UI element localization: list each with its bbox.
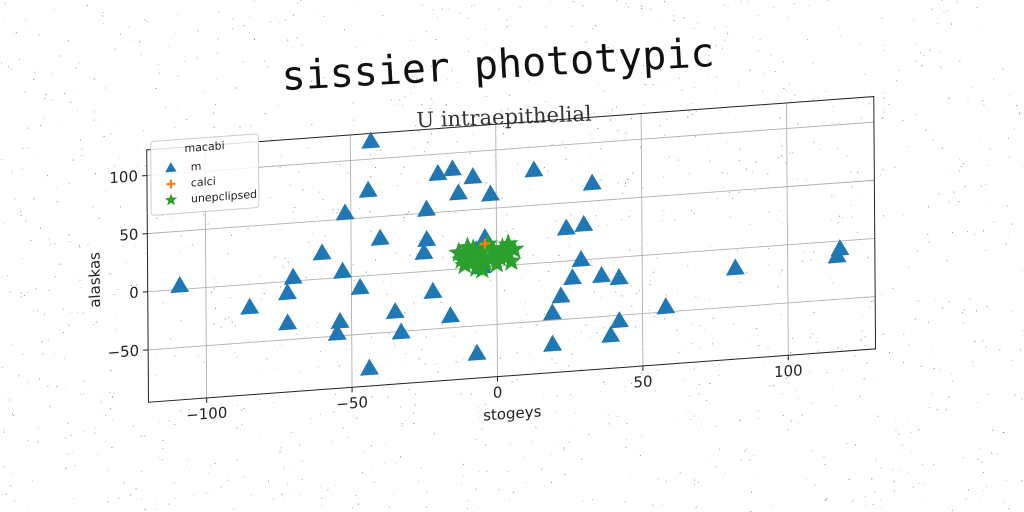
data-point-m	[582, 173, 602, 191]
data-point-m	[358, 180, 378, 198]
data-point-m	[542, 303, 562, 321]
y-grid-line	[148, 296, 876, 351]
data-point-unepclipsed	[454, 254, 476, 275]
series-calci	[479, 238, 490, 249]
data-point-m	[240, 297, 260, 315]
data-point-m	[556, 218, 576, 236]
data-point-m	[441, 306, 461, 324]
data-point-calci	[479, 238, 490, 249]
data-point-m	[327, 323, 347, 341]
data-point-m	[571, 249, 591, 268]
data-point-m	[524, 160, 544, 178]
data-point-m	[601, 325, 621, 343]
data-point-m	[551, 286, 571, 304]
data-point-unepclipsed	[457, 236, 478, 257]
data-point-m	[330, 311, 350, 330]
x-tick-labels: −100 −50 0 50 100	[186, 361, 803, 424]
data-point-m	[656, 297, 676, 315]
data-point-m	[283, 267, 303, 285]
data-point-m	[480, 184, 500, 202]
x-tick-label: −50	[336, 393, 368, 413]
data-point-m	[417, 199, 436, 217]
x-grid-line	[349, 134, 353, 388]
data-point-m	[563, 268, 582, 286]
x-tick-label: 0	[493, 383, 503, 402]
y-grid-line	[147, 179, 875, 235]
data-point-m	[350, 277, 370, 295]
data-point-m	[312, 243, 332, 261]
x-axis-label: stogeys	[483, 402, 541, 424]
series-unepclipsed	[448, 233, 525, 279]
data-point-m	[335, 203, 355, 221]
data-point-m	[428, 163, 448, 182]
data-point-m	[417, 229, 437, 248]
legend-marker-unepclipsed	[164, 193, 178, 206]
y-axis-label: alaskas	[86, 251, 104, 308]
data-point-m	[414, 242, 434, 261]
data-point-m	[725, 258, 745, 276]
data-point-unepclipsed	[471, 258, 493, 279]
x-tick-label: −100	[186, 403, 227, 424]
data-point-m	[543, 334, 563, 352]
x-grid-line	[640, 113, 644, 366]
data-point-m	[448, 183, 468, 201]
legend-entry-unepclipsed: unepclipsed	[164, 188, 257, 206]
data-point-m	[609, 311, 629, 329]
data-point-m	[423, 281, 443, 299]
legend-box	[150, 133, 260, 216]
legend-label-unepclipsed: unepclipsed	[191, 188, 257, 206]
plot-frame	[146, 95, 877, 403]
data-point-unepclipsed	[503, 238, 525, 260]
legend-label-m: m	[191, 160, 202, 174]
data-point-m	[361, 131, 381, 149]
data-point-m	[370, 228, 390, 246]
legend-entry-calci: calci	[166, 175, 216, 190]
legend-label-calci: calci	[191, 175, 216, 190]
data-point-m	[467, 343, 487, 361]
data-markers	[170, 131, 850, 376]
y-tick-label: −50	[108, 342, 140, 362]
data-point-m	[463, 167, 483, 185]
legend-marker-calci	[166, 179, 176, 189]
grid-lines	[146, 102, 876, 399]
data-point-m	[592, 265, 612, 284]
data-point-m	[442, 159, 462, 177]
data-point-m	[609, 268, 629, 286]
legend-marker-m	[165, 162, 177, 173]
data-point-m	[333, 261, 353, 279]
data-point-m	[830, 239, 850, 257]
data-point-m	[170, 275, 190, 294]
data-point-m	[385, 302, 405, 320]
data-point-m	[277, 283, 297, 301]
data-point-m	[574, 214, 594, 233]
y-tick-label: 100	[109, 167, 138, 187]
data-point-m	[359, 358, 379, 376]
x-grid-line	[786, 102, 789, 356]
data-point-unepclipsed	[497, 233, 519, 254]
y-tick-label: 50	[119, 225, 138, 244]
legend-title: macabi	[184, 139, 224, 155]
x-tick-label: 100	[774, 361, 803, 381]
data-point-m	[391, 322, 411, 340]
tick-marks	[141, 174, 789, 403]
data-point-unepclipsed	[489, 246, 510, 268]
y-grid-line	[146, 121, 874, 176]
y-tick-label: 0	[129, 283, 139, 302]
y-tick-labels: −50 0 50 100	[108, 167, 140, 362]
x-tick-label: 50	[633, 372, 652, 391]
legend-entry-m: m	[165, 160, 202, 174]
data-point-unepclipsed	[500, 250, 522, 271]
data-point-m	[278, 313, 298, 331]
